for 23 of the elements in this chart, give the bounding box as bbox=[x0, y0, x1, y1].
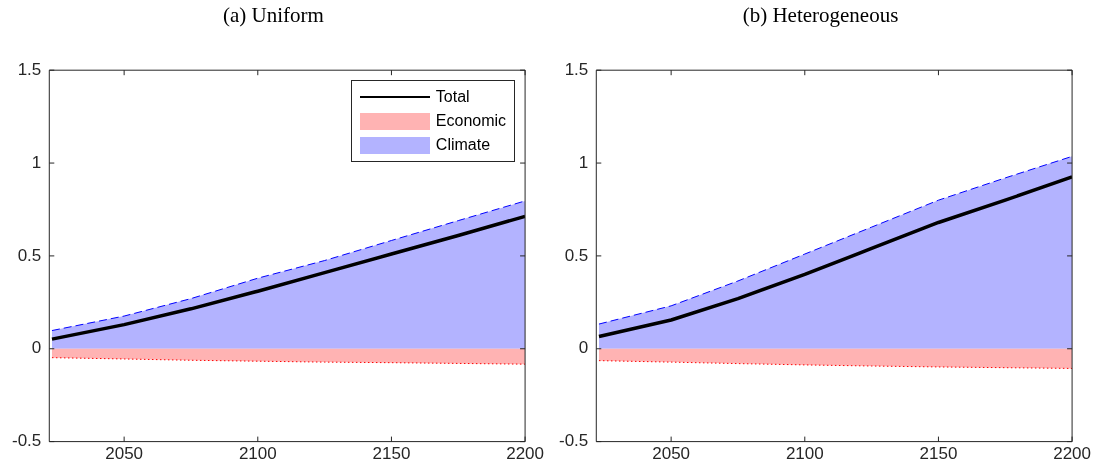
y-tick-label: -0.5 bbox=[559, 431, 589, 451]
x-tick-label: 2100 bbox=[785, 444, 824, 464]
x-tick-label: 2200 bbox=[506, 444, 544, 464]
y-tick-label: 1 bbox=[578, 152, 589, 172]
x-tick-label: 2050 bbox=[652, 444, 691, 464]
y-tick-label: 1.5 bbox=[564, 59, 589, 79]
x-tick-label: 2200 bbox=[1053, 444, 1091, 464]
legend-label: Climate bbox=[435, 136, 491, 155]
y-tick-label: 1 bbox=[31, 152, 42, 172]
x-tick-label: 2050 bbox=[105, 444, 144, 464]
legend-label: Total bbox=[435, 88, 470, 107]
x-tick-label: 2150 bbox=[919, 444, 958, 464]
x-tick-label: 2100 bbox=[238, 444, 277, 464]
y-tick-label: 0 bbox=[578, 338, 589, 358]
y-tick-label: 0.5 bbox=[17, 245, 42, 265]
chart-title: (a) Uniform bbox=[222, 2, 325, 29]
x-tick-label: 2150 bbox=[372, 444, 411, 464]
y-tick-label: 0.5 bbox=[564, 245, 589, 265]
y-tick-label: 1.5 bbox=[17, 59, 42, 79]
y-tick-label: 0 bbox=[31, 338, 42, 358]
legend-label: Economic bbox=[435, 112, 507, 131]
y-tick-label: -0.5 bbox=[12, 431, 42, 451]
chart-title: (b) Heterogeneous bbox=[741, 2, 900, 29]
